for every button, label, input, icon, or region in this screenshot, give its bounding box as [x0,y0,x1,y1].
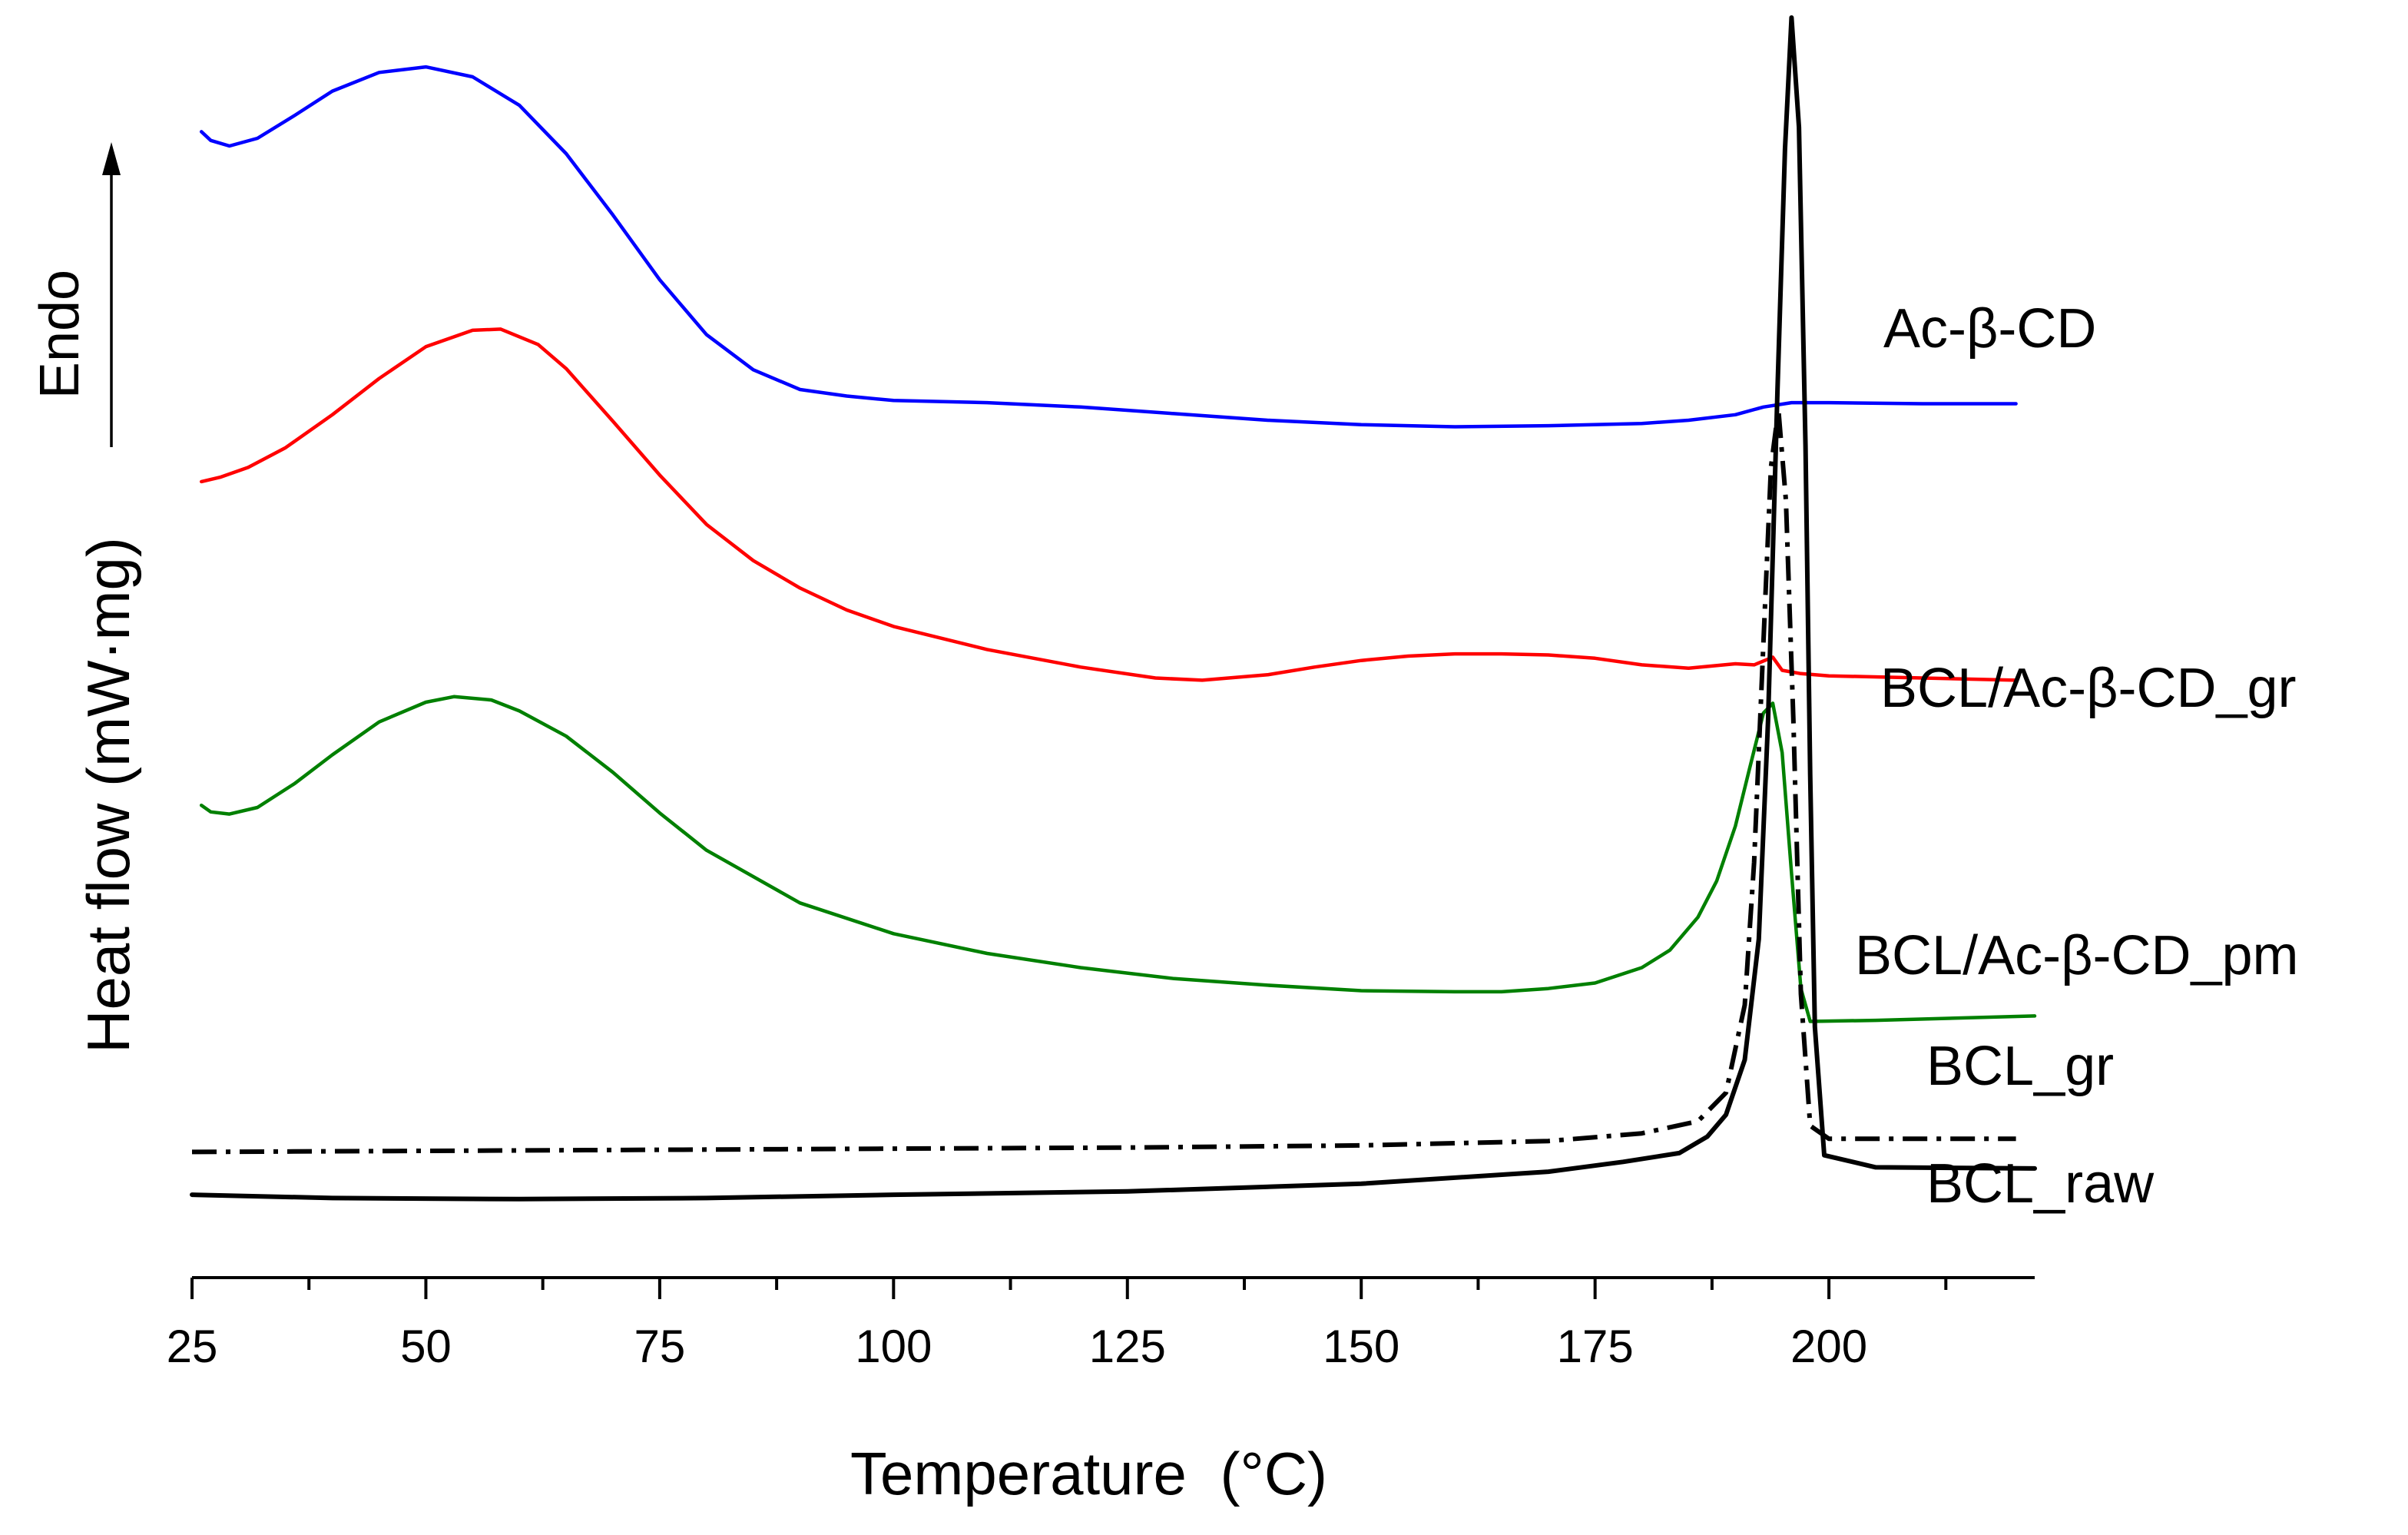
x-tick-label: 75 [634,1321,686,1372]
series-line-bcl-gr [191,406,2016,1155]
series-line-bcl-ac-b-cd-gr [199,327,2018,682]
x-tick-label: 25 [167,1321,218,1372]
y-axis-title: Heat flow (mW·mg) [75,537,142,1053]
label-ac-b-cd: Ac-β-CD [1883,298,2096,360]
x-axis-title: Temperature (°C) [850,1440,1327,1507]
label-bcl-ac-b-cd-gr: BCL/Ac-β-CD_gr [1880,658,2297,719]
x-tick-label: 100 [855,1321,932,1372]
endo-arrow-head [102,142,121,175]
series-line-bcl-ac-b-cd-pm [199,695,2037,1023]
x-axis-title-unit: (°C) [1221,1440,1327,1507]
x-tick-label: 50 [400,1321,452,1372]
label-bcl-gr: BCL_gr [1926,1036,2114,1097]
x-axis-ticks: 25 50 75 100 125 150 175 200 [167,1278,1948,1372]
series-labels: Ac-β-CD BCL/Ac-β-CD_gr BCL/Ac-β-CD_pm BC… [1855,298,2299,1215]
endo-label: Endo [29,270,91,399]
series-line-bcl-raw [190,15,2037,1202]
x-axis-title-text: Temperature [850,1440,1187,1507]
x-tick-label: 175 [1557,1321,1634,1372]
series-line-ac-b-cd [199,65,2018,429]
label-bcl-ac-b-cd-pm: BCL/Ac-β-CD_pm [1855,925,2299,986]
x-tick-label: 150 [1323,1321,1399,1372]
x-tick-label: 125 [1089,1321,1166,1372]
series-curves [190,15,2037,1202]
label-bcl-raw: BCL_raw [1926,1153,2155,1215]
x-tick-label: 200 [1790,1321,1867,1372]
